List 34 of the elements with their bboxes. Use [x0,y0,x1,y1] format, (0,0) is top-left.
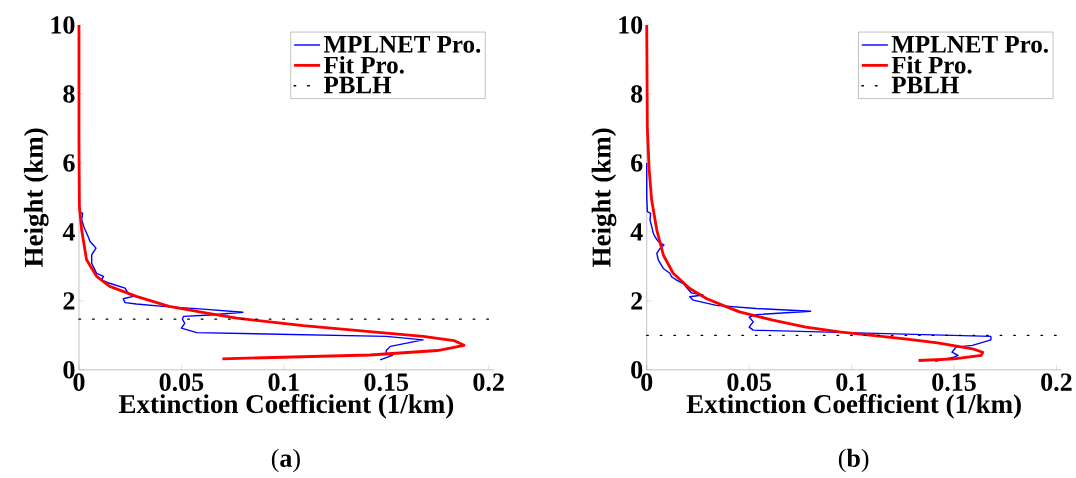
y-tick-label: 2 [63,292,75,310]
y-tick-label: 10 [51,16,75,34]
text: (b) [838,448,869,473]
x-tick-label: 0.05 [727,373,771,392]
x-tick-label: 0.1 [268,373,299,392]
y-axis-title: Height (km) [591,128,617,268]
x-tick-label: 0.1 [836,373,867,392]
x-tick-label: 0.15 [932,373,976,392]
y-tick-label: 0 [631,361,643,379]
y-tick-label: 8 [63,85,75,103]
line-series [79,211,424,361]
x-tick-label: 0.15 [364,373,409,392]
y-axis-title: Height (km) [23,128,49,268]
y-tick-label: 8 [631,85,643,103]
y-tick-label: 4 [630,223,643,241]
y-tick-label: 0 [63,361,75,379]
y-tick-label: 4 [62,223,75,241]
x-tick-label: 0.05 [159,373,204,392]
legend-label: PBLH [891,76,959,94]
legend-label: MPLNET Pro. [323,36,481,53]
y-tick-label: 2 [631,292,643,310]
line-series [646,162,992,363]
x-tick-label: 0.2 [1041,373,1072,392]
legend-label: Fit Pro. [323,56,404,74]
legend-label: PBLH [323,76,392,94]
y-tick-label: 10 [619,16,643,34]
legend-label: Fit Pro. [891,56,972,74]
legend-label: MPLNET Pro. [891,36,1048,53]
x-tick-label: 0.2 [473,373,504,392]
text: (a) [271,448,300,473]
x-axis-title: Extinction Coefficient (1/km) [686,393,1021,419]
y-tick-label: 6 [631,154,643,172]
y-tick-label: 6 [63,154,75,172]
x-axis-title: Extinction Coefficient (1/km) [118,393,454,419]
